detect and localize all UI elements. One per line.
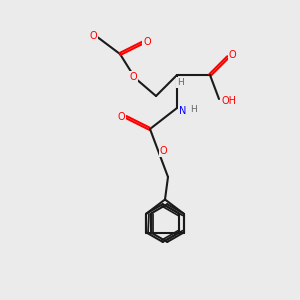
Text: O: O — [130, 71, 137, 82]
Text: H: H — [190, 105, 197, 114]
Text: H: H — [177, 78, 184, 87]
Text: O: O — [118, 112, 125, 122]
Text: O: O — [229, 50, 236, 61]
Text: OH: OH — [222, 95, 237, 106]
Text: N: N — [179, 106, 187, 116]
Text: O: O — [89, 31, 97, 41]
Text: O: O — [160, 146, 167, 157]
Text: O: O — [143, 37, 151, 47]
